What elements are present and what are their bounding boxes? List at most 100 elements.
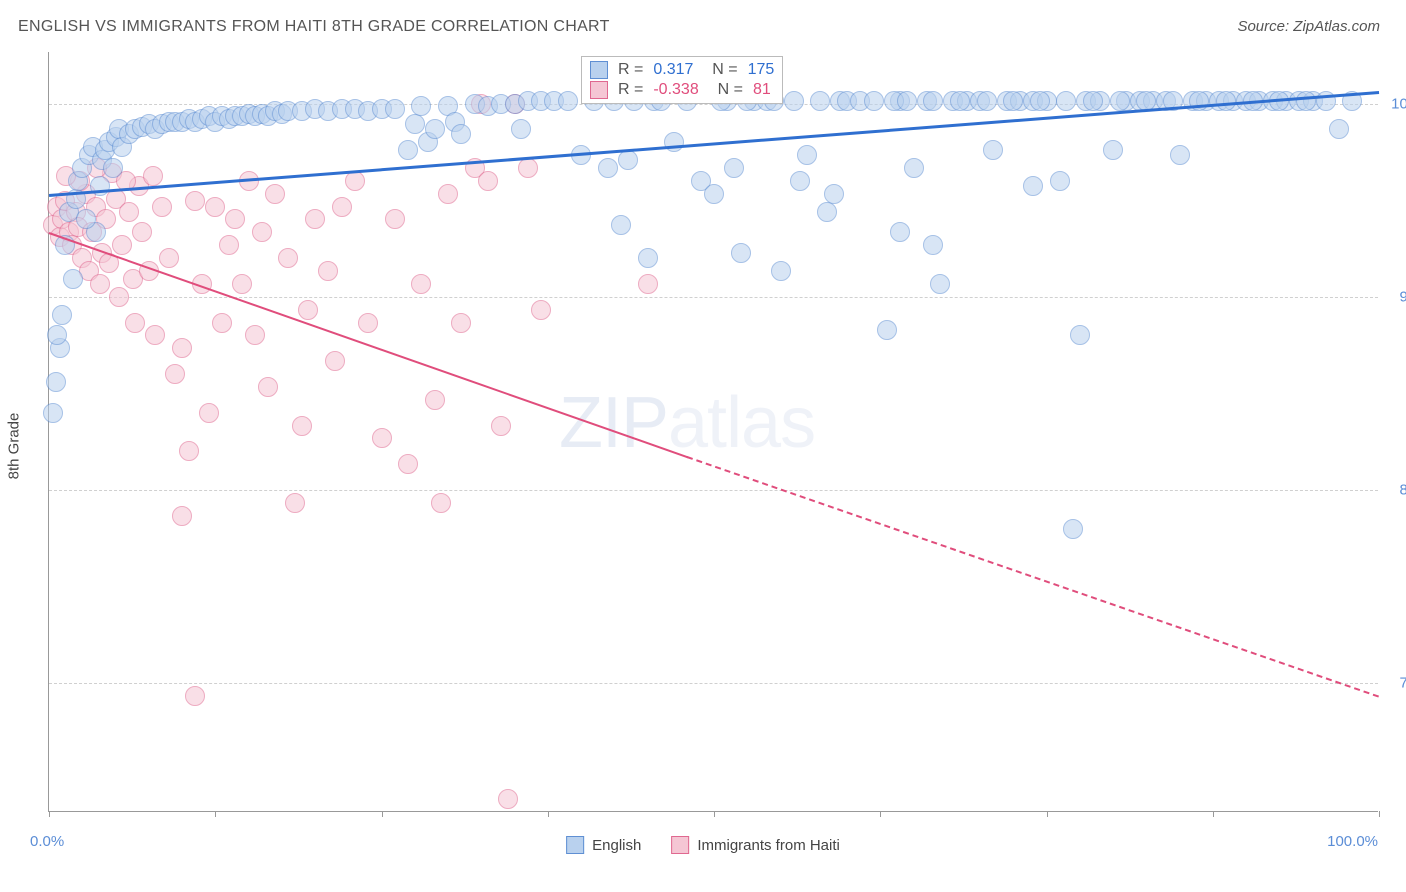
marker-haiti	[325, 351, 345, 371]
marker-english	[451, 124, 471, 144]
r-swatch	[590, 61, 608, 79]
marker-haiti	[125, 313, 145, 333]
marker-haiti	[145, 325, 165, 345]
y-tick-label: 85.0%	[1399, 481, 1406, 498]
marker-english	[47, 325, 67, 345]
grid-line	[49, 683, 1378, 684]
marker-english	[1030, 91, 1050, 111]
marker-haiti	[212, 313, 232, 333]
marker-haiti	[265, 184, 285, 204]
marker-english	[1329, 119, 1349, 139]
marker-haiti	[278, 248, 298, 268]
legend-item-haiti: Immigrants from Haiti	[671, 836, 840, 854]
n-value: 81	[753, 81, 771, 99]
marker-english	[63, 269, 83, 289]
r-row: R =-0.338 N =81	[590, 81, 774, 99]
marker-english	[1296, 91, 1316, 111]
marker-english	[52, 305, 72, 325]
marker-english	[817, 202, 837, 222]
marker-english	[1050, 171, 1070, 191]
marker-haiti	[411, 274, 431, 294]
marker-english	[638, 248, 658, 268]
legend-label-english: English	[592, 837, 641, 854]
grid-line	[49, 297, 1378, 298]
marker-english	[771, 261, 791, 281]
legend: English Immigrants from Haiti	[566, 836, 840, 854]
marker-haiti	[385, 209, 405, 229]
marker-haiti	[132, 222, 152, 242]
marker-haiti	[478, 171, 498, 191]
marker-haiti	[232, 274, 252, 294]
marker-english	[425, 119, 445, 139]
marker-english	[1003, 91, 1023, 111]
x-tick	[1047, 811, 1048, 817]
marker-haiti	[172, 338, 192, 358]
n-label: N =	[703, 61, 737, 79]
marker-haiti	[498, 789, 518, 809]
x-max-label: 100.0%	[1327, 833, 1378, 850]
marker-english	[864, 91, 884, 111]
y-tick-label: 100.0%	[1391, 95, 1406, 112]
x-min-label: 0.0%	[30, 833, 64, 850]
marker-haiti	[112, 235, 132, 255]
marker-english	[611, 215, 631, 235]
marker-haiti	[225, 209, 245, 229]
marker-haiti	[518, 158, 538, 178]
source-label: Source: ZipAtlas.com	[1237, 18, 1380, 35]
x-tick	[880, 811, 881, 817]
marker-haiti	[199, 403, 219, 423]
watermark: ZIPatlas	[559, 382, 815, 464]
legend-swatch-haiti	[671, 836, 689, 854]
marker-english	[618, 150, 638, 170]
marker-english	[103, 158, 123, 178]
chart-title: ENGLISH VS IMMIGRANTS FROM HAITI 8TH GRA…	[18, 18, 610, 36]
marker-english	[46, 372, 66, 392]
x-tick	[49, 811, 50, 817]
marker-english	[797, 145, 817, 165]
marker-haiti	[398, 454, 418, 474]
marker-english	[784, 91, 804, 111]
marker-english	[1056, 91, 1076, 111]
marker-english	[724, 158, 744, 178]
marker-english	[1023, 176, 1043, 196]
n-label: N =	[709, 81, 743, 99]
marker-haiti	[165, 364, 185, 384]
marker-english	[1216, 91, 1236, 111]
marker-haiti	[438, 184, 458, 204]
marker-haiti	[318, 261, 338, 281]
marker-haiti	[638, 274, 658, 294]
marker-english	[511, 119, 531, 139]
marker-haiti	[179, 441, 199, 461]
trend-haiti-dashed	[687, 457, 1379, 698]
marker-english	[76, 209, 96, 229]
marker-haiti	[90, 274, 110, 294]
marker-haiti	[119, 202, 139, 222]
marker-haiti	[451, 313, 471, 333]
marker-english	[1070, 325, 1090, 345]
marker-haiti	[292, 416, 312, 436]
marker-english	[930, 274, 950, 294]
marker-haiti	[372, 428, 392, 448]
marker-haiti	[185, 686, 205, 706]
marker-english	[897, 91, 917, 111]
marker-english	[977, 91, 997, 111]
x-tick	[215, 811, 216, 817]
marker-haiti	[531, 300, 551, 320]
correlation-box: R =0.317 N =175R =-0.338 N =81	[581, 56, 783, 104]
x-tick	[714, 811, 715, 817]
marker-haiti	[245, 325, 265, 345]
marker-english	[385, 99, 405, 119]
trend-haiti-solid	[49, 232, 688, 458]
x-tick	[1213, 811, 1214, 817]
grid-line	[49, 490, 1378, 491]
x-tick	[382, 811, 383, 817]
marker-haiti	[219, 235, 239, 255]
marker-english	[923, 91, 943, 111]
marker-haiti	[285, 493, 305, 513]
r-row: R =0.317 N =175	[590, 61, 774, 79]
marker-english	[904, 158, 924, 178]
marker-english	[790, 171, 810, 191]
marker-english	[1103, 140, 1123, 160]
r-value: -0.338	[653, 81, 698, 99]
marker-english	[1083, 91, 1103, 111]
